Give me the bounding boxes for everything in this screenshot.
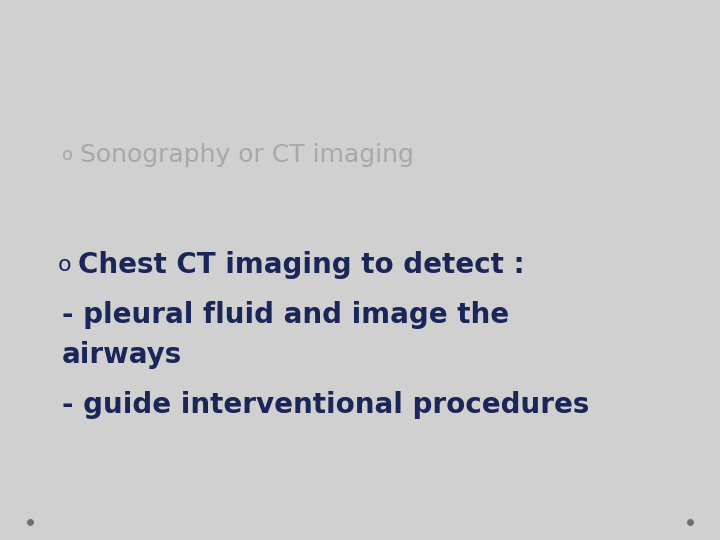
Text: o: o [58,255,71,275]
Text: - guide interventional procedures: - guide interventional procedures [62,391,590,419]
Text: Chest CT imaging to detect :: Chest CT imaging to detect : [78,251,525,279]
Text: airways: airways [62,341,182,369]
Text: Sonography or CT imaging: Sonography or CT imaging [80,143,414,167]
Text: o: o [62,146,73,164]
Text: - pleural fluid and image the: - pleural fluid and image the [62,301,509,329]
